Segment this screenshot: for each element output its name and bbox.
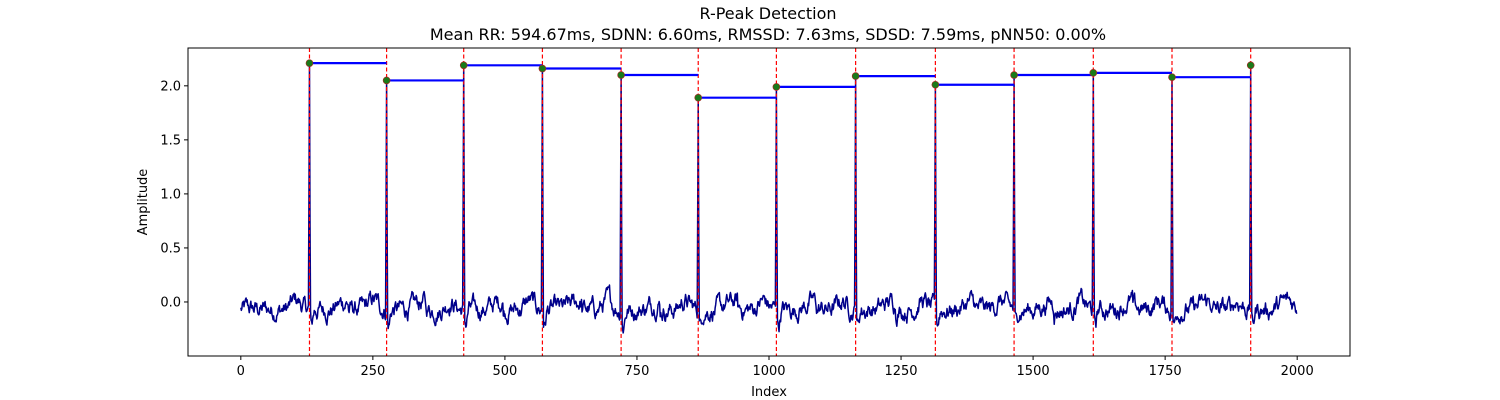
r-peak-marker	[459, 61, 468, 70]
x-tick-label: 1250	[884, 364, 917, 379]
x-tick-label: 0	[237, 364, 245, 379]
x-tick-label: 750	[625, 364, 650, 379]
x-tick-label: 1750	[1149, 364, 1182, 379]
r-peak-marker	[1246, 61, 1255, 70]
r-peak-marker	[851, 72, 860, 80]
chart-subtitle: Mean RR: 594.67ms, SDNN: 6.60ms, RMSSD: …	[430, 25, 1106, 44]
x-tick-label: 1000	[752, 364, 785, 379]
r-peak-marker	[538, 64, 547, 73]
x-axis-label: Index	[751, 385, 787, 400]
x-tick-label: 2000	[1281, 364, 1314, 379]
peak-lines-layer	[308, 48, 1252, 356]
x-tick-label: 250	[360, 364, 385, 379]
r-peak-marker	[617, 71, 625, 79]
y-tick-label: 1.0	[160, 187, 181, 202]
y-tick-label: 2.0	[160, 79, 181, 94]
peak-markers-layer	[305, 59, 1255, 102]
y-tick-label: 0.0	[160, 295, 181, 310]
y-axis-label: Amplitude	[136, 169, 151, 236]
plot-area	[240, 48, 1298, 356]
x-tick-label: 500	[492, 364, 517, 379]
r-peak-marker	[1089, 69, 1098, 77]
x-tick-label: 1500	[1017, 364, 1050, 379]
rr-segments-layer	[309, 62, 1251, 99]
y-tick-label: 0.5	[160, 241, 181, 256]
r-peak-marker	[1168, 73, 1176, 81]
r-peak-marker	[694, 93, 703, 102]
y-tick-label: 1.5	[160, 133, 181, 148]
r-peak-marker	[305, 59, 314, 67]
r-peak-marker	[931, 80, 940, 89]
r-peak-marker	[1010, 71, 1018, 79]
y-axis: 0.0 0.5 1.0 1.5 2.0	[160, 79, 188, 310]
x-axis: 0 250 500 750 1000 1250 1500 1750 2000	[237, 356, 1314, 379]
signal-layer	[240, 62, 1298, 334]
r-peak-marker	[382, 76, 391, 85]
r-peak-marker	[772, 83, 781, 91]
plot-frame	[187, 47, 1351, 357]
chart-title: R-Peak Detection	[699, 4, 836, 23]
ecg-signal-line	[240, 62, 1298, 334]
